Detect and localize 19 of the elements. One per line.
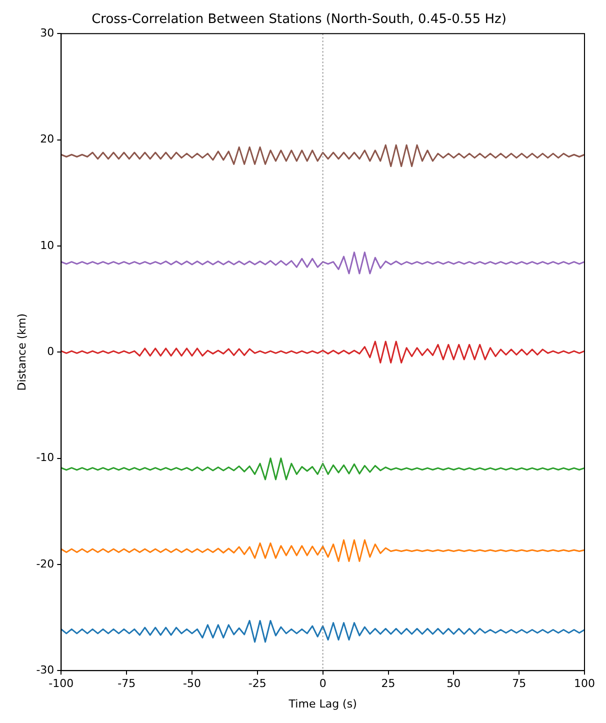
y-tick-label: 20 [40, 132, 54, 146]
x-tick-label: -50 [183, 677, 201, 690]
y-tick-label: -30 [36, 663, 54, 676]
y-tick-label: -10 [36, 451, 54, 464]
x-tick-label: 25 [381, 677, 396, 690]
x-tick-label: 100 [574, 677, 595, 690]
x-tick-label: -75 [118, 677, 136, 690]
x-tick-label: -100 [48, 677, 74, 690]
y-tick-label: 10 [40, 238, 54, 252]
x-tick-label: 0 [319, 677, 326, 690]
y-tick-label: -20 [36, 557, 54, 570]
chart-title: Cross-Correlation Between Stations (North-South, 0.45-0.55 Hz) [92, 12, 506, 28]
x-axis-title: Time Lag (s) [288, 697, 357, 710]
x-tick-label: -25 [248, 677, 266, 690]
x-tick-label: 75 [512, 677, 526, 690]
y-tick-label: 30 [40, 26, 54, 40]
y-tick-label: 0 [47, 344, 54, 358]
x-tick-label: 50 [446, 677, 461, 690]
y-axis-title: Distance (km) [15, 313, 28, 391]
